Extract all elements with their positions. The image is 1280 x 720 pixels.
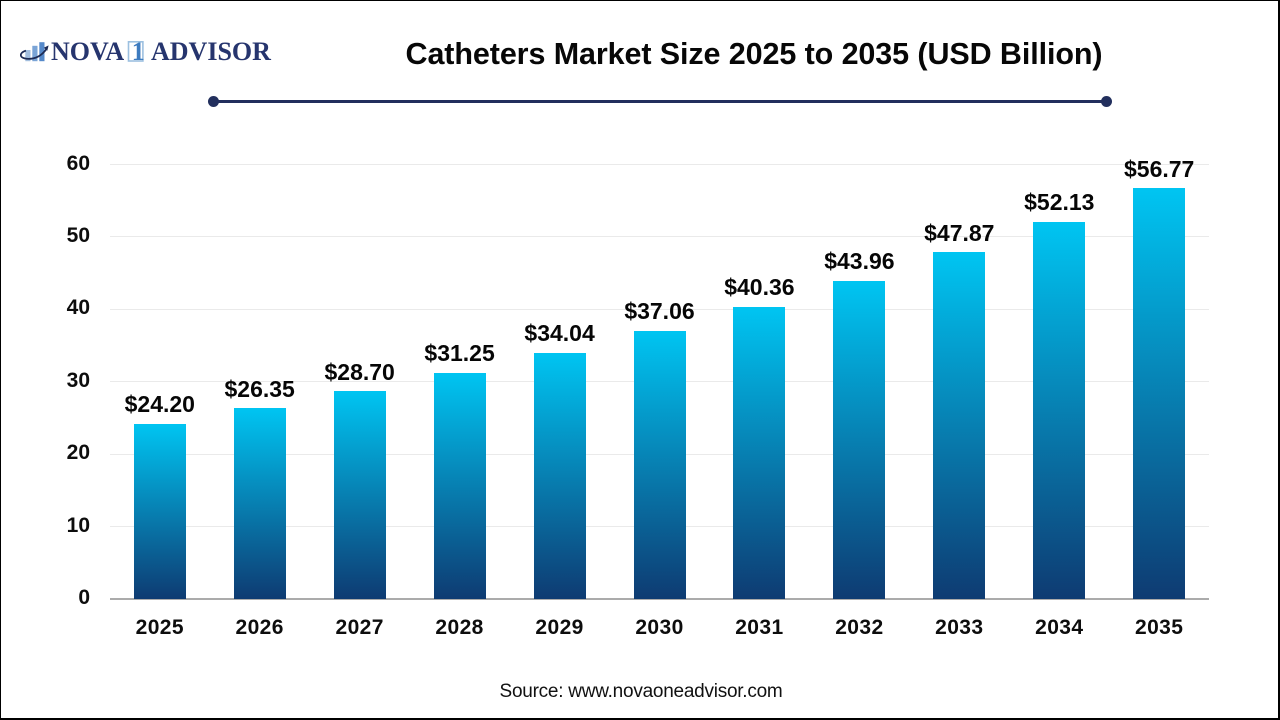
- svg-text:NOVA: NOVA: [51, 37, 124, 66]
- svg-text:ADVISOR: ADVISOR: [151, 37, 271, 66]
- svg-text:1: 1: [132, 37, 145, 66]
